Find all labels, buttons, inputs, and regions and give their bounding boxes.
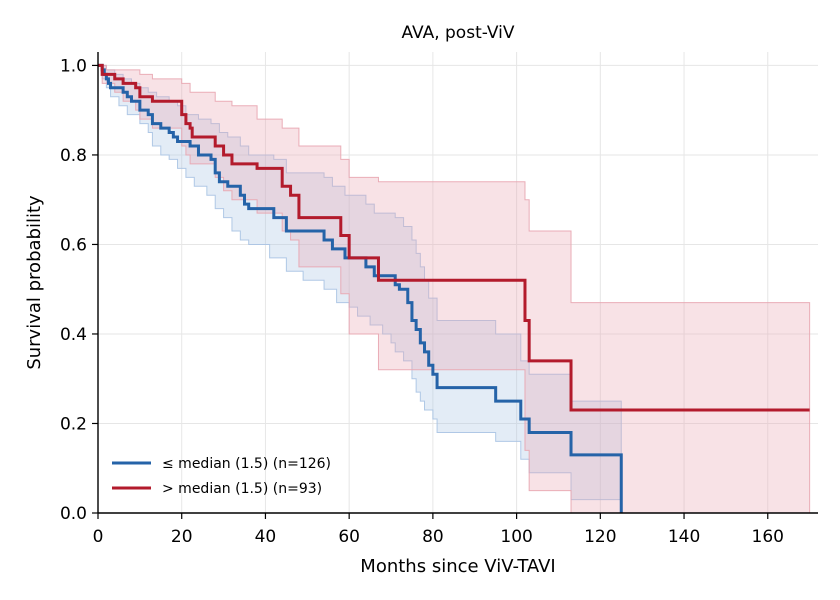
- x-tick-label-5: 100: [500, 527, 532, 547]
- y-tick-label-4: 0.8: [60, 146, 87, 166]
- x-tick-label-4: 80: [422, 527, 444, 547]
- y-tick-label-5: 1.0: [60, 56, 87, 76]
- ticks: 0 20 40 60 80 100 120 140 160 0.0 0.2 0.4 0.6 0.8 1.0: [60, 56, 784, 547]
- x-tick-label-2: 40: [255, 527, 277, 547]
- x-tick-label-0: 0: [93, 527, 104, 547]
- survival-line-1: [98, 63, 810, 412]
- ci-band-1: [98, 64, 811, 514]
- x-axis-label: Months since ViV-TAVI: [360, 556, 555, 577]
- x-tick-label-8: 160: [752, 527, 784, 547]
- survival-line-0: [98, 63, 623, 513]
- x-tick-label-1: 20: [171, 527, 193, 547]
- y-tick-label-1: 0.2: [60, 414, 87, 434]
- y-tick-label-2: 0.4: [60, 325, 87, 345]
- y-tick-label-0: 0.0: [60, 504, 87, 524]
- y-tick-label-3: 0.6: [60, 235, 87, 255]
- axes: [97, 52, 818, 514]
- x-tick-label-3: 60: [338, 527, 360, 547]
- x-tick-label-7: 140: [668, 527, 700, 547]
- survival-curves: [98, 63, 810, 513]
- y-axis-label: Survival probability: [24, 195, 45, 370]
- legend-label-0: ≤ median (1.5) (n=126): [162, 456, 331, 472]
- legend-label-1: > median (1.5) (n=93): [162, 481, 322, 497]
- grid: [97, 52, 818, 514]
- chart-title: AVA, post-ViV: [402, 23, 515, 43]
- confidence-bands: [98, 64, 811, 514]
- ci-band-0: [98, 64, 622, 513]
- legend: ≤ median (1.5) (n=126) > median (1.5) (n=…: [112, 456, 331, 497]
- x-tick-label-6: 120: [584, 527, 616, 547]
